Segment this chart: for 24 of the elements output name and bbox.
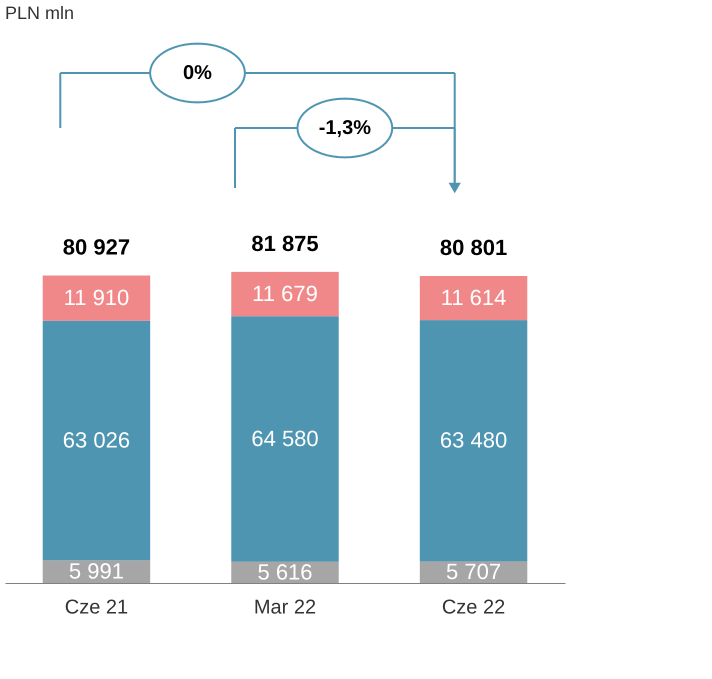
x-tick-label: Cze 21 xyxy=(64,596,128,618)
data-label: 63 480 xyxy=(440,428,508,453)
data-label: 5 616 xyxy=(257,559,313,584)
x-tick-label: Cze 22 xyxy=(442,596,506,618)
total-label: 80 927 xyxy=(62,234,130,260)
bar xyxy=(420,320,528,562)
data-label: 63 026 xyxy=(62,427,130,452)
text: 0% xyxy=(183,62,212,84)
bar xyxy=(42,275,150,321)
total-label: 80 801 xyxy=(440,234,508,260)
data-label: 5 991 xyxy=(68,558,124,584)
text: PLN mln xyxy=(5,3,74,23)
bar xyxy=(231,272,339,316)
data-label: 64 580 xyxy=(251,426,319,451)
data-label: 11 679 xyxy=(252,281,318,306)
data-label: 5 707 xyxy=(446,559,502,584)
bar xyxy=(231,316,339,562)
total-label: 81 875 xyxy=(251,230,319,256)
bar xyxy=(420,276,528,320)
data-label: 11 614 xyxy=(440,285,506,310)
bar xyxy=(42,320,150,560)
x-tick-label: Mar 22 xyxy=(254,596,316,618)
data-label: 11 910 xyxy=(64,285,130,310)
text: -1,3% xyxy=(318,117,372,139)
